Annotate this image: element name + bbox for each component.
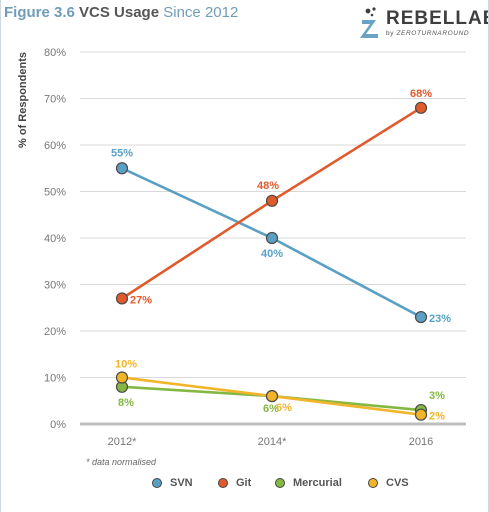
logo-byline-brand: ZEROTURNAROUND bbox=[396, 30, 470, 37]
data-label-git: 48% bbox=[257, 180, 279, 192]
y-tick-label: 10% bbox=[44, 373, 66, 385]
legend: SVN Git Mercurial CVS bbox=[0, 477, 489, 497]
data-point-cvs bbox=[265, 390, 279, 403]
data-label-mercurial: 3% bbox=[429, 390, 445, 402]
title-rest: Since 2012 bbox=[163, 4, 239, 21]
data-point-svn bbox=[414, 310, 428, 324]
title-strong: VCS Usage bbox=[79, 4, 160, 21]
data-label-cvs: 2% bbox=[429, 411, 445, 423]
data-label-mercurial: 6% bbox=[263, 403, 279, 415]
data-label-mercurial: 8% bbox=[118, 397, 134, 409]
data-label-svn: 55% bbox=[111, 147, 133, 159]
series-lines bbox=[121, 106, 422, 416]
legend-label: SVN bbox=[170, 477, 193, 489]
y-tick-label: 20% bbox=[44, 326, 66, 338]
left-edge-divider bbox=[0, 0, 1, 512]
legend-swatch bbox=[368, 478, 378, 488]
legend-label: CVS bbox=[386, 477, 409, 489]
legend-swatch bbox=[152, 478, 162, 488]
series-points bbox=[115, 101, 428, 421]
logo-byline-prefix: by bbox=[386, 30, 397, 37]
data-labels: 55% 40% 23% 27% 48% 68% 8% 6% 3% 10% 6% 2% bbox=[111, 88, 451, 423]
y-tick-label: 50% bbox=[44, 187, 66, 199]
data-label-svn: 40% bbox=[261, 248, 283, 260]
rebellabs-logo-mark bbox=[360, 7, 378, 38]
x-tick-labels: 2012* 2014* 2016 bbox=[108, 436, 434, 448]
data-point-git bbox=[115, 292, 129, 305]
legend-swatch bbox=[275, 478, 285, 488]
legend-item-mercurial: Mercurial bbox=[275, 477, 342, 489]
legend-label: Git bbox=[236, 477, 252, 489]
logo-byline: by ZEROTURNAROUND bbox=[386, 30, 469, 37]
data-label-git: 27% bbox=[130, 294, 152, 306]
footnote: * data normalised bbox=[86, 457, 157, 467]
y-tick-labels: 0% 10% 20% 30% 40% 50% 60% 70% 80% bbox=[44, 47, 66, 431]
data-point-git bbox=[265, 194, 279, 207]
x-tick-label: 2012* bbox=[108, 436, 137, 448]
x-tick-label: 2016 bbox=[409, 436, 433, 448]
legend-item-svn: SVN bbox=[152, 477, 193, 489]
data-label-svn: 23% bbox=[429, 313, 451, 325]
data-label-cvs: 6% bbox=[276, 402, 292, 414]
data-label-cvs: 10% bbox=[115, 359, 137, 371]
rebellabs-logo: REBELLABS by ZEROTURNAROUND bbox=[358, 6, 489, 40]
y-tick-label: 0% bbox=[50, 419, 66, 431]
line-chart: % of Respondents 0% 10% 20% 30% 40% 50% 60% 70%… bbox=[17, 47, 466, 448]
legend-label: Mercurial bbox=[293, 477, 342, 489]
data-point-svn bbox=[265, 231, 279, 245]
data-label-git: 68% bbox=[410, 88, 432, 100]
chart-title: Figure 3.6 VCS Usage Since 2012 bbox=[4, 4, 238, 21]
y-tick-label: 80% bbox=[44, 47, 66, 59]
y-tick-label: 30% bbox=[44, 280, 66, 292]
data-point-git bbox=[414, 101, 428, 114]
data-point-svn bbox=[115, 162, 129, 175]
y-tick-label: 60% bbox=[44, 140, 66, 152]
figure-number: Figure 3.6 bbox=[4, 4, 75, 21]
legend-item-git: Git bbox=[218, 477, 251, 489]
y-axis-label: % of Respondents bbox=[17, 52, 29, 148]
data-point-cvs bbox=[115, 371, 129, 384]
data-point-cvs bbox=[414, 408, 428, 421]
y-tick-label: 70% bbox=[44, 94, 66, 106]
logo-brand: REBELLABS bbox=[386, 8, 489, 29]
y-tick-label: 40% bbox=[44, 233, 66, 245]
x-tick-label: 2014* bbox=[258, 436, 287, 448]
legend-swatch bbox=[218, 478, 228, 488]
legend-item-cvs: CVS bbox=[368, 477, 409, 489]
